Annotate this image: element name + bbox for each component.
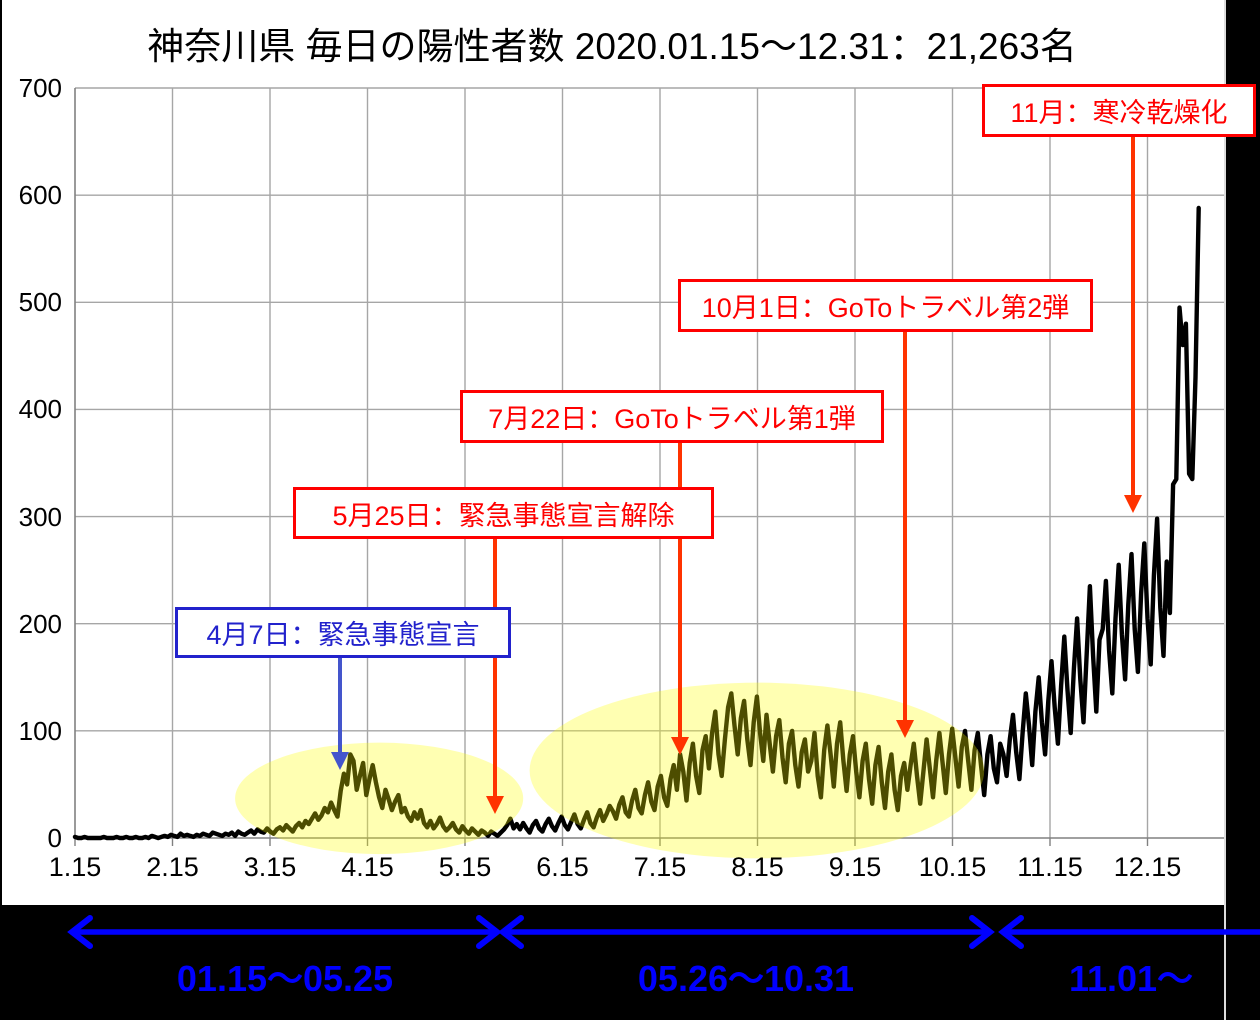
callout-state-of-emergency: 4月7日：緊急事態宣言 <box>175 607 511 658</box>
x-tick-label: 2.15 <box>146 852 199 882</box>
first-wave-highlight <box>235 742 524 855</box>
callout-goto-travel-1: 7月22日：GoToトラベル第1弾 <box>460 390 884 443</box>
y-tick-label: 600 <box>18 180 62 211</box>
x-tick-label: 4.15 <box>341 852 394 882</box>
y-tick-label: 300 <box>18 501 62 532</box>
x-tick-label: 12.15 <box>1113 852 1182 882</box>
x-tick-label: 1.15 <box>48 852 102 882</box>
x-tick-label: 7.15 <box>633 852 687 882</box>
annotation-arrow <box>671 437 689 755</box>
daily-cases-line <box>72 205 1201 841</box>
period-label-1: 01.15〜05.25 <box>176 958 394 999</box>
period-range-arrow <box>998 915 1260 949</box>
period-range-arrow <box>498 915 995 949</box>
bottom-black-band <box>0 905 1260 1020</box>
x-tick-label: 8.15 <box>731 852 784 882</box>
y-tick-label: 700 <box>18 73 62 103</box>
y-tick-label: 200 <box>18 608 62 639</box>
x-tick-label: 6.15 <box>536 852 589 882</box>
x-tick-label: 11.15 <box>1017 852 1083 882</box>
y-tick-label: 400 <box>18 394 62 425</box>
x-tick-label: 9.15 <box>828 852 882 882</box>
annotation-arrow <box>486 533 504 814</box>
y-tick-label: 500 <box>18 287 62 318</box>
period-range-arrow <box>67 915 502 949</box>
annotation-arrow <box>331 652 349 770</box>
callout-goto-travel-2: 10月1日：GoToトラベル第2弾 <box>678 279 1093 332</box>
right-black-band <box>1224 0 1260 1020</box>
left-black-edge <box>0 0 2 1020</box>
y-tick-label: 0 <box>47 823 62 853</box>
period-label-3: 11.01〜 <box>1068 958 1194 999</box>
callout-cold-dry-november: 11月：寒冷乾燥化 <box>982 84 1256 137</box>
period-label-2: 05.26〜10.31 <box>637 958 855 999</box>
y-tick-label: 100 <box>18 715 62 746</box>
annotation-arrow <box>1124 131 1142 513</box>
callout-emergency-lifted: 5月25日：緊急事態宣言解除 <box>293 487 714 539</box>
x-tick-label: 10.15 <box>918 852 987 882</box>
x-tick-label: 3.15 <box>243 852 297 882</box>
chart-title: 神奈川県 毎日の陽性者数 2020.01.15〜12.31：21,263名 <box>147 26 1077 67</box>
annotation-arrow <box>896 326 914 738</box>
second-wave-highlight <box>529 682 985 859</box>
x-tick-label: 5.15 <box>438 852 492 882</box>
